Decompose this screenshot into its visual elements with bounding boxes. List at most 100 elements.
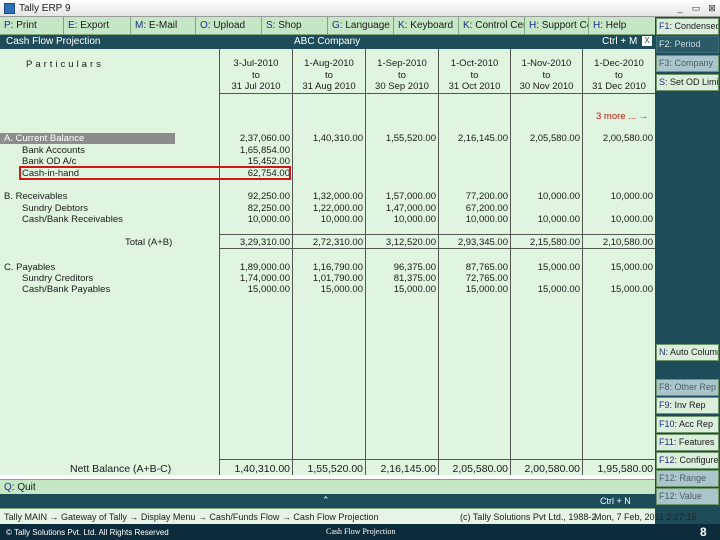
menu-control-centre[interactable]: K: Control Centre bbox=[459, 17, 525, 34]
features-button[interactable]: F11: Features bbox=[656, 434, 719, 451]
range-button[interactable]: F12: Range bbox=[656, 470, 719, 487]
current-balance-value: 2,05,580.00 bbox=[529, 133, 580, 144]
period-to: to bbox=[252, 70, 260, 81]
total-value: 2,10,580.00 bbox=[602, 237, 653, 248]
nett-balance-value: 1,40,310.00 bbox=[234, 463, 290, 475]
cash-bank-receivables-value: 10,000.00 bbox=[610, 214, 653, 225]
cash-bank-receivables-value: 10,000.00 bbox=[320, 214, 363, 225]
total-label: Total (A+B) bbox=[125, 237, 173, 248]
period-from: 1-Dec-2010 bbox=[594, 58, 644, 69]
minimize-button[interactable]: _ bbox=[677, 3, 683, 13]
top-menu-bar: P: Print E: Export M: E-Mail O: Upload S… bbox=[0, 17, 655, 35]
close-window-button[interactable]: ⊠ bbox=[708, 3, 716, 13]
scroll-indicator-bar: ⌃ Ctrl + N bbox=[0, 494, 655, 508]
period-from: 1-Nov-2010 bbox=[521, 58, 572, 69]
menu-export[interactable]: E: Export bbox=[64, 17, 131, 34]
menu-keyboard[interactable]: K: Keyboard bbox=[394, 17, 459, 34]
set-od-limit-button[interactable]: S: Set OD Limit bbox=[656, 74, 719, 91]
cash-bank-receivables-value: 10,000.00 bbox=[465, 214, 508, 225]
menu-print[interactable]: P: Print bbox=[0, 17, 64, 34]
scroll-up-icon[interactable]: ⌃ bbox=[322, 495, 330, 505]
current-balance-value: 2,37,060.00 bbox=[239, 133, 290, 144]
payables-value: 15,000.00 bbox=[537, 262, 580, 273]
cash-bank-receivables-value: 10,000.00 bbox=[393, 214, 436, 225]
particulars-header: Particulars bbox=[26, 59, 104, 70]
nett-balance-value: 1,55,520.00 bbox=[307, 463, 363, 475]
sundry-debtors-value: 1,22,000.00 bbox=[312, 203, 363, 214]
page-number: 8 bbox=[700, 525, 707, 539]
menu-upload[interactable]: O: Upload bbox=[196, 17, 262, 34]
receivables-value: 1,57,000.00 bbox=[385, 191, 436, 202]
period-till: 31 Jul 2010 bbox=[231, 81, 281, 92]
close-report-button[interactable]: X bbox=[642, 36, 652, 46]
value-button[interactable]: F12: Value bbox=[656, 488, 719, 505]
period-from: 1-Oct-2010 bbox=[450, 58, 499, 69]
ctrl-m-shortcut: Ctrl + M bbox=[602, 36, 638, 47]
navigation-path: Tally MAIN → Gateway of Tally → Display … bbox=[4, 512, 379, 522]
cash-in-hand-label[interactable]: Cash-in-hand bbox=[22, 168, 80, 179]
current-balance-value: 1,40,310.00 bbox=[312, 133, 363, 144]
cash-bank-payables-value: 15,000.00 bbox=[320, 284, 363, 295]
receivables-value: 10,000.00 bbox=[610, 191, 653, 202]
window-title: Tally ERP 9 bbox=[19, 3, 71, 14]
sundry-creditors-value: 1,01,790.00 bbox=[312, 273, 363, 284]
bank-od-value: 15,452.00 bbox=[247, 156, 290, 167]
configure-button[interactable]: F12: Configure bbox=[656, 452, 719, 469]
footer-title: Cash Flow Projection bbox=[326, 527, 396, 536]
total-value: 2,93,345.00 bbox=[457, 237, 508, 248]
cash-bank-receivables-value: 10,000.00 bbox=[537, 214, 580, 225]
inv-rep-button[interactable]: F9: Inv Rep bbox=[656, 397, 719, 414]
payables-value: 1,16,790.00 bbox=[312, 262, 363, 273]
ctrl-n-shortcut: Ctrl + N bbox=[600, 496, 631, 506]
cash-bank-payables-label[interactable]: Cash/Bank Payables bbox=[22, 284, 111, 295]
current-balance-value: 2,00,580.00 bbox=[602, 133, 653, 144]
payables-label[interactable]: C. Payables bbox=[4, 262, 56, 273]
sundry-creditors-value: 72,765.00 bbox=[465, 273, 508, 284]
payables-value: 1,89,000.00 bbox=[239, 262, 290, 273]
period-till: 31 Aug 2010 bbox=[302, 81, 356, 92]
period-from: 3-Jul-2010 bbox=[233, 58, 279, 69]
app-icon bbox=[4, 3, 15, 14]
menu-support-centre[interactable]: H: Support Centre bbox=[525, 17, 589, 34]
sundry-creditors-label[interactable]: Sundry Creditors bbox=[22, 273, 94, 284]
current-balance-value: 1,55,520.00 bbox=[385, 133, 436, 144]
cash-bank-payables-value: 15,000.00 bbox=[610, 284, 653, 295]
condensed-button[interactable]: F1: Condensed bbox=[656, 18, 719, 35]
menu-help[interactable]: H: Help bbox=[593, 20, 627, 31]
nett-balance-value: 1,95,580.00 bbox=[597, 463, 653, 475]
acc-rep-button[interactable]: F10: Acc Rep bbox=[656, 416, 719, 433]
period-till: 30 Sep 2010 bbox=[375, 81, 429, 92]
payables-value: 96,375.00 bbox=[393, 262, 436, 273]
cash-bank-receivables-label[interactable]: Cash/Bank Receivables bbox=[22, 214, 123, 225]
period-till: 31 Oct 2010 bbox=[448, 81, 501, 92]
menu-email[interactable]: M: E-Mail bbox=[131, 17, 196, 34]
period-button[interactable]: F2: Period bbox=[656, 36, 719, 53]
other-rep-button[interactable]: F8: Other Rep bbox=[656, 379, 719, 396]
cash-bank-receivables-value: 10,000.00 bbox=[247, 214, 290, 225]
bank-od-label[interactable]: Bank OD A/c bbox=[22, 156, 77, 167]
sundry-debtors-label[interactable]: Sundry Debtors bbox=[22, 203, 89, 214]
current-balance-highlight bbox=[0, 133, 175, 144]
menu-shop[interactable]: S: Shop bbox=[262, 17, 328, 34]
receivables-value: 77,200.00 bbox=[465, 191, 508, 202]
receivables-value: 10,000.00 bbox=[537, 191, 580, 202]
sundry-debtors-value: 82,250.00 bbox=[247, 203, 290, 214]
sundry-creditors-value: 81,375.00 bbox=[393, 273, 436, 284]
maximize-button[interactable]: ▭ bbox=[691, 3, 701, 13]
more-columns-indicator[interactable]: 3 more ... → bbox=[596, 111, 649, 122]
bank-accounts-value: 1,65,854.00 bbox=[239, 145, 290, 156]
period-from: 1-Sep-2010 bbox=[377, 58, 427, 69]
company-button[interactable]: F3: Company bbox=[656, 55, 719, 72]
auto-column-button[interactable]: N: Auto Column bbox=[656, 344, 719, 361]
period-to: to bbox=[470, 70, 479, 81]
cash-bank-payables-value: 15,000.00 bbox=[247, 284, 290, 295]
copyright-text: (c) Tally Solutions Pvt Ltd., 1988-2 bbox=[460, 512, 597, 522]
slide-footer: © Tally Solutions Pvt. Ltd. All Rights R… bbox=[0, 524, 720, 540]
menu-language[interactable]: G: Language bbox=[328, 17, 394, 34]
receivables-label[interactable]: B. Receivables bbox=[4, 191, 68, 202]
quit-button[interactable]: Q: Quit bbox=[4, 482, 36, 493]
current-balance-label[interactable]: A. Current Balance bbox=[4, 133, 85, 144]
period-to: to bbox=[615, 70, 623, 81]
payables-value: 15,000.00 bbox=[610, 262, 653, 273]
bank-accounts-label[interactable]: Bank Accounts bbox=[22, 145, 85, 156]
